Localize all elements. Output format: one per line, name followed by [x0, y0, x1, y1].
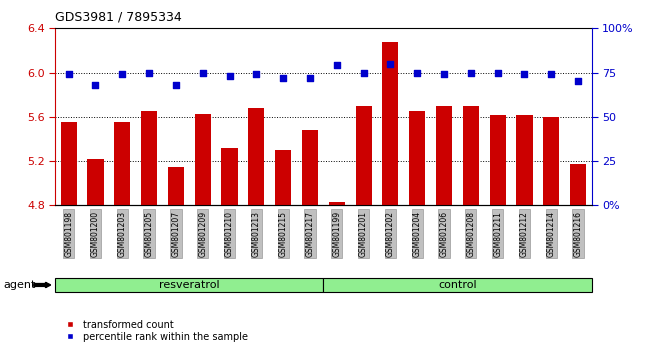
Point [465, 70, 476, 75]
Point [439, 72, 449, 77]
Bar [114, 122, 130, 205]
Bar [275, 150, 291, 205]
Text: GSM801208: GSM801208 [466, 211, 475, 257]
Text: GSM801202: GSM801202 [386, 211, 395, 257]
Bar [543, 117, 559, 205]
Point [358, 70, 369, 75]
Point [519, 72, 530, 77]
Text: GSM801212: GSM801212 [520, 211, 529, 257]
Bar [141, 111, 157, 205]
Bar [436, 106, 452, 205]
Bar [516, 115, 532, 205]
Bar [168, 167, 184, 205]
Bar [382, 41, 398, 205]
Point [224, 73, 235, 79]
Point [251, 72, 261, 77]
Text: GSM801203: GSM801203 [118, 211, 127, 257]
Point [546, 72, 556, 77]
Point [64, 72, 74, 77]
Text: GSM801200: GSM801200 [91, 211, 100, 257]
Point [305, 75, 315, 81]
Text: GSM801207: GSM801207 [172, 211, 181, 257]
Bar [356, 106, 372, 205]
Text: agent: agent [3, 280, 36, 290]
Text: GSM801205: GSM801205 [144, 211, 153, 257]
Text: GSM801210: GSM801210 [225, 211, 234, 257]
Point [144, 70, 154, 75]
Text: GSM801213: GSM801213 [252, 211, 261, 257]
Point [493, 70, 503, 75]
Text: GSM801206: GSM801206 [439, 211, 448, 257]
Point [198, 70, 208, 75]
Point [90, 82, 101, 88]
Text: resveratrol: resveratrol [159, 280, 220, 290]
Text: GSM801211: GSM801211 [493, 211, 502, 257]
Text: control: control [438, 280, 476, 290]
Point [171, 82, 181, 88]
Bar [87, 159, 103, 205]
Text: GSM801214: GSM801214 [547, 211, 556, 257]
Legend: transformed count, percentile rank within the sample: transformed count, percentile rank withi… [57, 316, 252, 346]
Bar [60, 122, 77, 205]
Bar [248, 108, 265, 205]
Bar [195, 114, 211, 205]
Text: GSM801201: GSM801201 [359, 211, 368, 257]
Text: GSM801217: GSM801217 [306, 211, 315, 257]
Bar [329, 202, 344, 205]
Bar [222, 148, 238, 205]
Text: GSM801209: GSM801209 [198, 211, 207, 257]
Bar [302, 130, 318, 205]
Bar [570, 164, 586, 205]
Point [385, 61, 396, 67]
Bar [463, 106, 479, 205]
Text: GDS3981 / 7895334: GDS3981 / 7895334 [55, 11, 182, 24]
Point [573, 79, 583, 84]
Point [117, 72, 127, 77]
Point [412, 70, 423, 75]
Text: GSM801204: GSM801204 [413, 211, 422, 257]
Text: GSM801216: GSM801216 [573, 211, 582, 257]
Text: GSM801215: GSM801215 [279, 211, 288, 257]
Bar [489, 115, 506, 205]
Point [278, 75, 289, 81]
Text: GSM801198: GSM801198 [64, 211, 73, 257]
Bar [410, 111, 425, 205]
Text: GSM801199: GSM801199 [332, 211, 341, 257]
Point [332, 63, 342, 68]
